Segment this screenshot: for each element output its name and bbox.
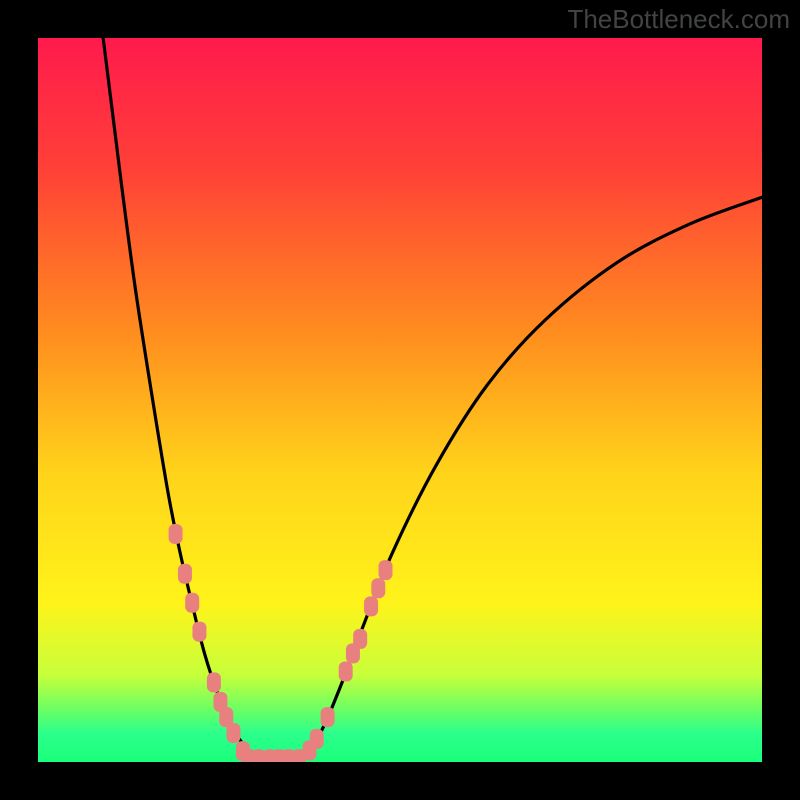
plot-area <box>38 38 762 762</box>
data-marker <box>310 729 324 749</box>
data-marker <box>371 578 385 598</box>
data-marker <box>226 723 240 743</box>
data-marker <box>321 707 335 727</box>
watermark-text: TheBottleneck.com <box>567 4 790 35</box>
data-marker <box>192 622 206 642</box>
data-marker <box>379 560 393 580</box>
stage: TheBottleneck.com <box>0 0 800 800</box>
bottleneck-curve <box>103 38 762 760</box>
curve-layer <box>38 38 762 762</box>
data-marker <box>353 629 367 649</box>
data-marker <box>169 524 183 544</box>
data-marker <box>185 593 199 613</box>
data-marker <box>364 596 378 616</box>
data-marker <box>178 564 192 584</box>
data-marker <box>339 662 353 682</box>
data-marker <box>207 672 221 692</box>
